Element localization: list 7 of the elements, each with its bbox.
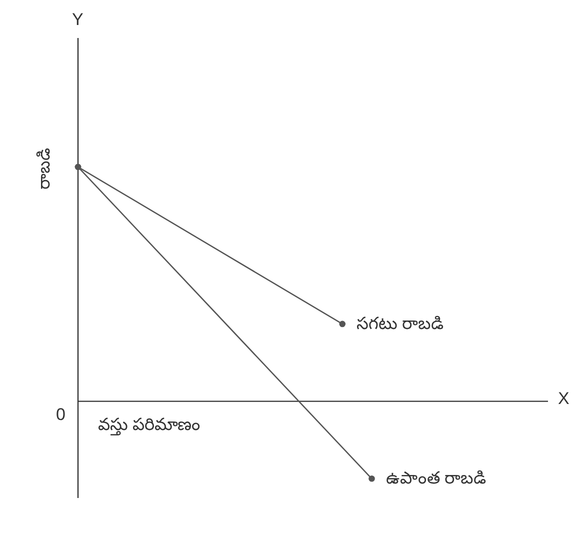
y-axis-title: రాబడి [34, 147, 54, 189]
x-axis-title: వస్తు పరిమాణం [98, 415, 201, 438]
text: 0 [56, 405, 66, 426]
text: Y [72, 10, 84, 30]
series-label: సగటు రాబడి [356, 314, 444, 333]
text: X [558, 389, 570, 410]
series-label: ఉపాంత రాబడి [386, 468, 486, 488]
